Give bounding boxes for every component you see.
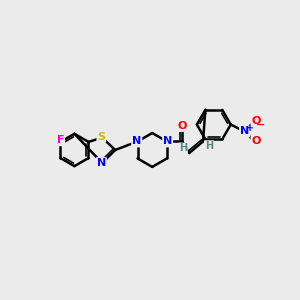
Text: +: + <box>246 123 254 133</box>
Text: O: O <box>251 136 261 146</box>
Text: F: F <box>57 135 64 145</box>
Text: N: N <box>240 127 249 136</box>
Text: N: N <box>97 158 106 168</box>
Text: S: S <box>98 132 105 142</box>
Text: −: − <box>256 120 266 130</box>
Text: H: H <box>179 143 187 153</box>
Text: O: O <box>178 121 187 131</box>
Text: O: O <box>251 116 261 127</box>
Text: N: N <box>132 136 141 146</box>
Text: H: H <box>205 141 213 151</box>
Text: N: N <box>163 136 172 146</box>
